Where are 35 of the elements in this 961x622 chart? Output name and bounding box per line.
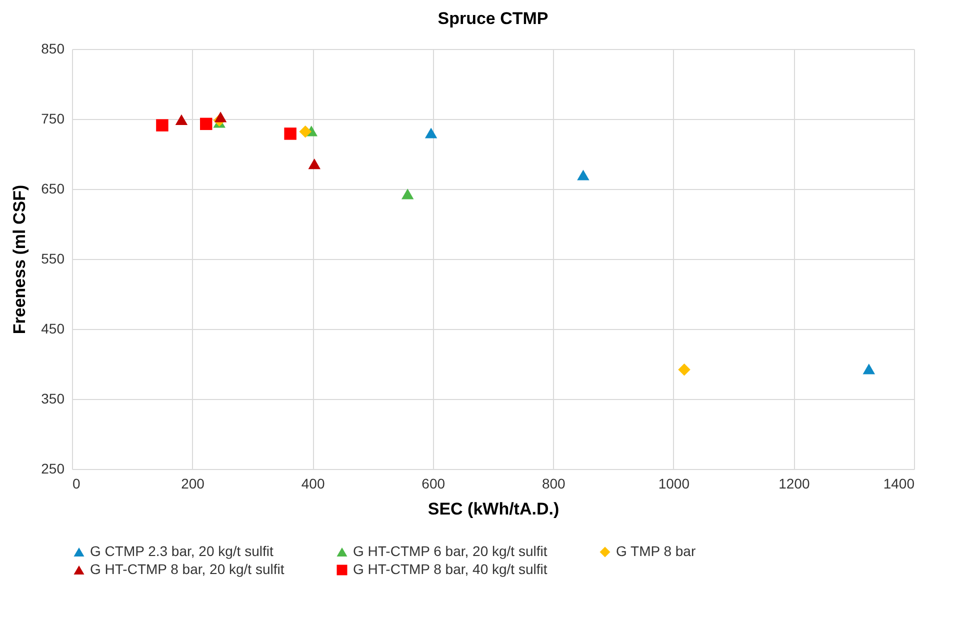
legend-label: G HT-CTMP 8 bar, 20 kg/t sulfit xyxy=(90,561,284,577)
x-tick-label: 1000 xyxy=(658,476,690,492)
point xyxy=(200,118,212,130)
y-tick-label: 550 xyxy=(41,250,65,266)
point xyxy=(308,158,320,170)
x-tick-label: 1200 xyxy=(778,476,810,492)
point xyxy=(401,188,414,200)
x-tick-label: 800 xyxy=(542,476,566,492)
y-axis-title: Freeness (ml CSF) xyxy=(10,184,30,334)
point xyxy=(424,128,438,138)
point xyxy=(214,112,227,122)
legend-label: G CTMP 2.3 bar, 20 kg/t sulfit xyxy=(90,543,274,559)
x-tick-label: 400 xyxy=(301,476,325,492)
point xyxy=(175,114,188,126)
x-axis-title: SEC (kWh/tA.D.) xyxy=(428,500,560,518)
y-tick-label: 650 xyxy=(41,180,65,196)
y-tick-label: 250 xyxy=(41,460,65,476)
x-tick-label: 1400 xyxy=(883,476,915,492)
y-tick-label: 750 xyxy=(41,110,65,126)
point xyxy=(862,364,876,374)
x-tick-label: 200 xyxy=(181,476,205,492)
y-tick-label: 350 xyxy=(41,390,65,406)
x-tick-label: 600 xyxy=(422,476,446,492)
legend-label: G HT-CTMP 8 bar, 40 kg/t sulfit xyxy=(353,561,548,577)
point xyxy=(678,363,690,376)
point xyxy=(299,125,312,138)
point xyxy=(156,119,168,132)
legend-label: G TMP 8 bar xyxy=(616,543,696,559)
y-tick-label: 450 xyxy=(41,320,65,336)
x-tick-label: 0 xyxy=(72,476,80,492)
point xyxy=(284,128,296,140)
chart-title: Spruce CTMP xyxy=(438,9,548,28)
y-tick-label: 850 xyxy=(41,40,65,56)
point xyxy=(577,170,590,180)
legend-label: G HT-CTMP 6 bar, 20 kg/t sulfit xyxy=(353,543,548,559)
